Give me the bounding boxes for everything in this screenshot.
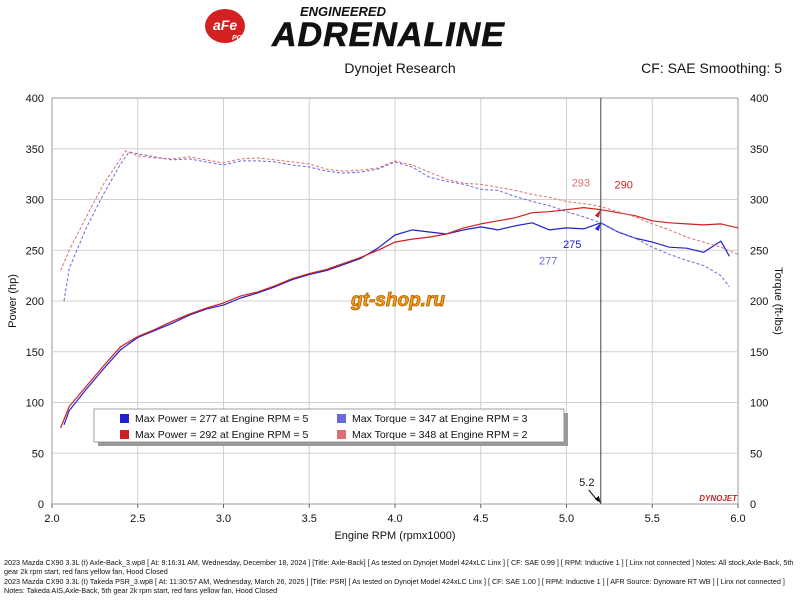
run1-info: 2023 Mazda CX90 3.3L (t) Axle-Back_3.wp8… (4, 558, 794, 576)
x-tick-label: 2.0 (44, 513, 59, 525)
legend-swatch-t2 (337, 430, 346, 439)
legend-swatch-p1 (120, 414, 129, 423)
y2-tick-label: 100 (750, 398, 768, 410)
cf-label: CF: SAE Smoothing: 5 (641, 60, 782, 76)
series-line-t2 (60, 150, 739, 271)
data-label-p1: 275 (563, 239, 581, 251)
x-tick-label: 6.0 (730, 513, 745, 525)
y-axis-label: Power (hp) (7, 274, 19, 328)
rpm-cursor-arrowhead (594, 496, 601, 503)
x-tick-label: 4.0 (387, 513, 402, 525)
watermark: gt-shop.ru (350, 290, 446, 312)
y2-tick-label: 250 (750, 245, 768, 257)
chart-subtitle: Dynojet Research (344, 60, 455, 76)
y-tick-label: 300 (26, 195, 44, 207)
annotation-layer: 293 290 275 277 (539, 177, 633, 267)
dynojet-mark: DYNOJET (699, 494, 738, 503)
logo-engineered: ENGINEERED (300, 4, 387, 19)
y2-tick-label: 0 (750, 499, 756, 511)
y2-axis-label: Torque (ft-lbs) (772, 267, 784, 335)
x-tick-label: 5.5 (645, 513, 660, 525)
data-label-p2: 290 (615, 179, 633, 191)
logo-adrenaline: ADRENALINE (271, 16, 505, 54)
afe-logo-text: aFe (213, 17, 237, 33)
x-tick-label: 2.5 (130, 513, 145, 525)
y2-tick-label: 400 (750, 93, 768, 105)
cursor-marker-p1 (594, 222, 601, 231)
cursor-marker-p2 (594, 209, 601, 218)
y2-tick-label: 300 (750, 195, 768, 207)
series-layer (60, 150, 739, 429)
y-tick-label: 0 (38, 499, 44, 511)
legend: Max Power = 277 at Engine RPM = 5 Max Tor… (93, 408, 568, 446)
cursor-layer: 5.2 (579, 98, 602, 504)
y2-tick-label: 200 (750, 296, 768, 308)
series-line-t1 (63, 151, 730, 302)
y-tick-labels: 0 50 100 150 200 250 300 350 400 (26, 93, 44, 511)
y-tick-label: 400 (26, 93, 44, 105)
x-axis-label: Engine RPM (rpmx1000) (334, 530, 455, 542)
y2-tick-label: 50 (750, 448, 762, 460)
x-tick-label: 4.5 (473, 513, 488, 525)
watermark-text: gt-shop.ru (350, 290, 445, 311)
afe-logo-power: POWER (232, 35, 258, 42)
legend-swatch-p2 (120, 430, 129, 439)
data-label-t2: 293 (572, 177, 590, 189)
y-tick-label: 50 (32, 448, 44, 460)
y-tick-label: 350 (26, 144, 44, 156)
legend-item-t2: Max Torque = 348 at Engine RPM = 2 (352, 429, 528, 441)
afe-logo: aFe POWER (205, 9, 258, 43)
y2-tick-label: 350 (750, 144, 768, 156)
x-tick-label: 3.0 (216, 513, 231, 525)
x-tick-label: 3.5 (302, 513, 317, 525)
y2-tick-label: 150 (750, 347, 768, 359)
legend-item-t1: Max Torque = 347 at Engine RPM = 3 (352, 413, 528, 425)
legend-item-p1: Max Power = 277 at Engine RPM = 5 (135, 413, 309, 425)
x-tick-label: 5.0 (559, 513, 574, 525)
y-tick-label: 250 (26, 245, 44, 257)
legend-item-p2: Max Power = 292 at Engine RPM = 5 (135, 429, 309, 441)
legend-swatch-t1 (337, 414, 346, 423)
y-tick-label: 100 (26, 398, 44, 410)
run2-info: 2023 Mazda CX90 3.3L (t) Takeda PSR_3.wp… (4, 577, 785, 595)
rpm-cursor-label: 5.2 (579, 477, 594, 489)
y2-tick-labels: 0 50 100 150 200 250 300 350 400 (750, 93, 768, 511)
y-tick-label: 150 (26, 347, 44, 359)
y-tick-label: 200 (26, 296, 44, 308)
data-label-t1: 277 (539, 255, 557, 267)
x-tick-labels: 2.0 2.5 3.0 3.5 4.0 4.5 5.0 5.5 6.0 (44, 513, 745, 525)
